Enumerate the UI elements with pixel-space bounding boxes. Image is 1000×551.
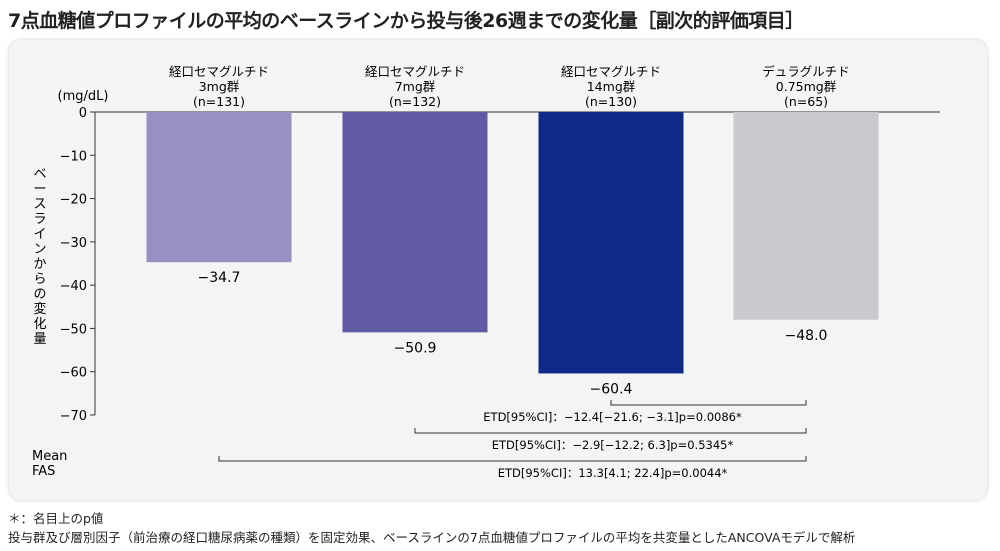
category-label: 経口セマグルチド [169, 64, 269, 79]
comparison-bracket [414, 428, 807, 434]
bar [538, 112, 684, 374]
y-axis-label-char: ら [33, 272, 46, 287]
category-label: デュラグルチド [762, 64, 850, 79]
data-label: −48.0 [785, 328, 828, 344]
y-tick-label: −30 [60, 236, 87, 251]
y-axis-label-char: の [33, 287, 46, 302]
stat-note: Mean [32, 449, 67, 464]
category-label: (n=131) [193, 94, 245, 109]
footnote-analysis: 投与群及び層別因子（前治療の経口糖尿病薬の種類）を固定効果、ベースラインの7点血… [8, 530, 856, 545]
chart-title: 7点血糖値プロファイルの平均のベースラインから投与後26週までの変化量［副次的評… [8, 10, 804, 32]
y-axis-label-char: ン [33, 242, 46, 257]
y-axis-label-char: ー [33, 182, 46, 197]
comparison-label: ETD[95%CI]：−2.9[−12.2; 6.3]p=0.5345* [492, 438, 734, 452]
bar [342, 112, 488, 333]
comparison-bracket [610, 400, 807, 406]
y-tick-label: −60 [60, 366, 87, 381]
y-tick-label: −50 [60, 322, 87, 337]
y-tick-label: −40 [60, 279, 87, 294]
y-axis-label-char: 化 [33, 317, 46, 332]
bar [733, 112, 879, 320]
category-label: 経口セマグルチド [561, 64, 661, 79]
category-label: (n=65) [784, 94, 828, 109]
category-label: 3mg群 [199, 79, 240, 94]
y-axis-label-char: ラ [33, 212, 46, 227]
data-label: −50.9 [394, 340, 437, 356]
stat-note: FAS [32, 464, 55, 479]
y-axis-label-char: ベ [33, 167, 46, 182]
category-label: 14mg群 [587, 79, 636, 94]
category-label: (n=132) [389, 94, 441, 109]
y-tick-label: −20 [60, 193, 87, 208]
y-axis-label-char: ス [33, 197, 46, 212]
comparison-label: ETD[95%CI]：13.3[4.1; 22.4]p=0.0044* [498, 466, 728, 480]
category-label: 経口セマグルチド [365, 64, 465, 79]
y-axis-label-char: 量 [33, 332, 46, 347]
y-axis-label-char: イ [33, 227, 46, 242]
unit-label: (mg/dL) [58, 89, 109, 104]
y-axis-label-char: 変 [33, 301, 46, 317]
category-label: 7mg群 [395, 79, 436, 94]
footnote-pvalue: ＊：名目上のp値 [8, 511, 104, 526]
y-axis-label-char: か [33, 257, 46, 272]
data-label: −34.7 [198, 270, 241, 286]
y-tick-label: 0 [79, 106, 87, 121]
y-tick-label: −10 [60, 149, 87, 164]
bar [146, 112, 292, 263]
y-tick-label: −70 [60, 409, 87, 424]
category-label: 0.75mg群 [776, 79, 837, 94]
data-label: −60.4 [590, 381, 633, 397]
category-label: (n=130) [585, 94, 637, 109]
comparison-label: ETD[95%CI]：−12.4[−21.6; −3.1]p=0.0086* [483, 410, 742, 424]
comparison-bracket [218, 456, 807, 462]
